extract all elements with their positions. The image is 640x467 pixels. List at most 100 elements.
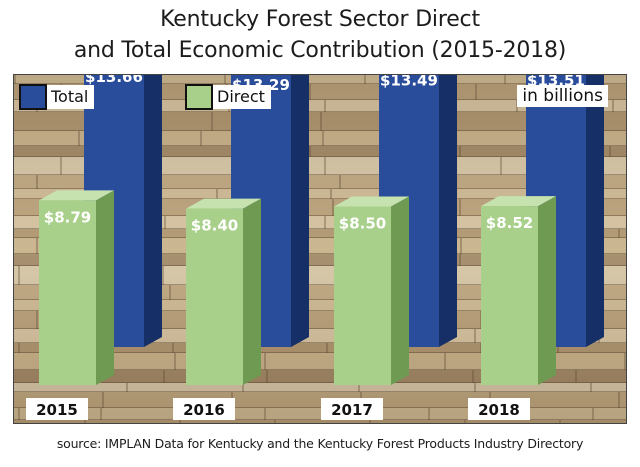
wood-board-end — [474, 329, 476, 343]
wood-board-end — [60, 157, 62, 175]
wood-board-gap — [14, 382, 626, 383]
wood-board-end — [100, 408, 102, 420]
bar-top-direct — [39, 190, 114, 201]
wood-board-end — [504, 75, 506, 84]
bar-side-total — [586, 75, 604, 347]
wood-board — [14, 329, 626, 343]
data-label-direct: $8.52 — [486, 214, 533, 232]
wood-board-end — [559, 420, 561, 423]
wood-board-end — [200, 131, 202, 146]
wood-board — [14, 84, 626, 100]
bar-side-total — [144, 75, 162, 347]
wood-board-gap — [14, 284, 626, 285]
wood-board-end — [324, 157, 326, 175]
wood-board-end — [324, 216, 326, 229]
data-label-total: $13.49 — [380, 75, 438, 90]
wood-board-end — [164, 216, 166, 229]
source-note: source: IMPLAN Data for Kentucky and the… — [56, 436, 584, 451]
wood-board-end — [459, 254, 461, 266]
wood-board-gap — [14, 369, 626, 370]
wood-board-end — [18, 408, 20, 420]
wood-board-gap — [14, 328, 626, 329]
wood-board-gap — [14, 228, 626, 229]
wood-board-end — [590, 383, 592, 392]
wood-board-end — [369, 420, 371, 423]
wood-board-end — [78, 131, 80, 146]
wood-board-gap — [14, 299, 626, 300]
wood-board-end — [162, 266, 164, 285]
wood-board-end — [609, 146, 611, 157]
wood-board-end — [320, 112, 322, 131]
wood-board — [14, 343, 626, 353]
wood-board-end — [163, 370, 165, 383]
wood-board-gap — [14, 253, 626, 254]
tick-label-bg — [468, 398, 530, 420]
wood-board-end — [444, 353, 446, 370]
tick-label-2016: 2016 — [183, 401, 225, 419]
wood-board-gap — [14, 419, 626, 420]
legend-item-total: Total — [19, 84, 95, 110]
wood-board — [14, 238, 626, 254]
wood-board-end — [322, 131, 324, 146]
wood-board-gap — [14, 237, 626, 238]
wood-board-gap — [14, 215, 626, 216]
legend-label-total: Total — [47, 85, 95, 109]
wood-board — [14, 229, 626, 238]
bar-face-direct — [186, 208, 243, 385]
legend-swatch-total — [19, 84, 47, 110]
x-tick-labels: 2015 2016 2017 2018 — [26, 398, 530, 420]
wood-board-end — [592, 408, 594, 420]
wood-board — [14, 146, 626, 157]
wood-board-gap — [14, 130, 626, 131]
tick-label-2017: 2017 — [331, 401, 373, 419]
wood-board — [14, 112, 626, 131]
wood-board-end — [618, 229, 620, 238]
wood-board-end — [224, 75, 226, 84]
wood-board-end — [364, 75, 366, 84]
wood-board — [14, 370, 626, 383]
wood-board — [14, 408, 626, 420]
wood-board — [14, 100, 626, 112]
wood-board — [14, 199, 626, 216]
wood-board-end — [472, 370, 474, 383]
wood-board-end — [475, 84, 477, 100]
wood-board-end — [179, 420, 181, 423]
wood-board-end — [557, 343, 559, 353]
wood-board-end — [36, 238, 38, 254]
wood-board-gap — [14, 265, 626, 266]
chart-canvas: $13.66$13.29$13.49$13.51$8.79$8.40$8.50$… — [14, 75, 626, 423]
wood-board-end — [618, 392, 620, 408]
bar-side-direct — [243, 198, 261, 385]
unit-label: in billions — [517, 85, 608, 107]
wood-board-end — [358, 383, 360, 392]
bar-face-direct — [334, 206, 391, 385]
wood-board — [14, 175, 626, 189]
wood-board-end — [18, 266, 20, 285]
wood-board — [14, 420, 626, 423]
bar-direct-2017: $8.50 — [334, 196, 409, 385]
wood-board-gap — [14, 83, 626, 84]
wood-board-gap — [14, 352, 626, 353]
tick-label-bg — [26, 398, 88, 420]
wood-board-end — [18, 343, 20, 353]
wood-board-gap — [14, 310, 626, 311]
data-label-direct: $8.79 — [44, 208, 91, 226]
wood-board-end — [242, 383, 244, 392]
tick-label-2018: 2018 — [478, 401, 520, 419]
wood-board — [14, 254, 626, 266]
wood-board-end — [332, 199, 334, 216]
wood-board-end — [309, 84, 311, 100]
wood-board-end — [459, 146, 461, 157]
wood-board — [14, 131, 626, 146]
wood-board-end — [428, 408, 430, 420]
chart-title-line-1: Kentucky Forest Sector Direct — [160, 7, 480, 32]
wood-board-end — [264, 353, 266, 370]
wood-board-end — [174, 353, 176, 370]
data-label-total: $13.66 — [85, 75, 143, 86]
wood-board-end — [211, 112, 213, 131]
tick-label-2015: 2015 — [36, 401, 78, 419]
bar-side-total — [291, 75, 309, 347]
bar-side-direct — [96, 190, 114, 385]
bar-top-direct — [334, 196, 409, 207]
wood-board-gap — [14, 342, 626, 343]
